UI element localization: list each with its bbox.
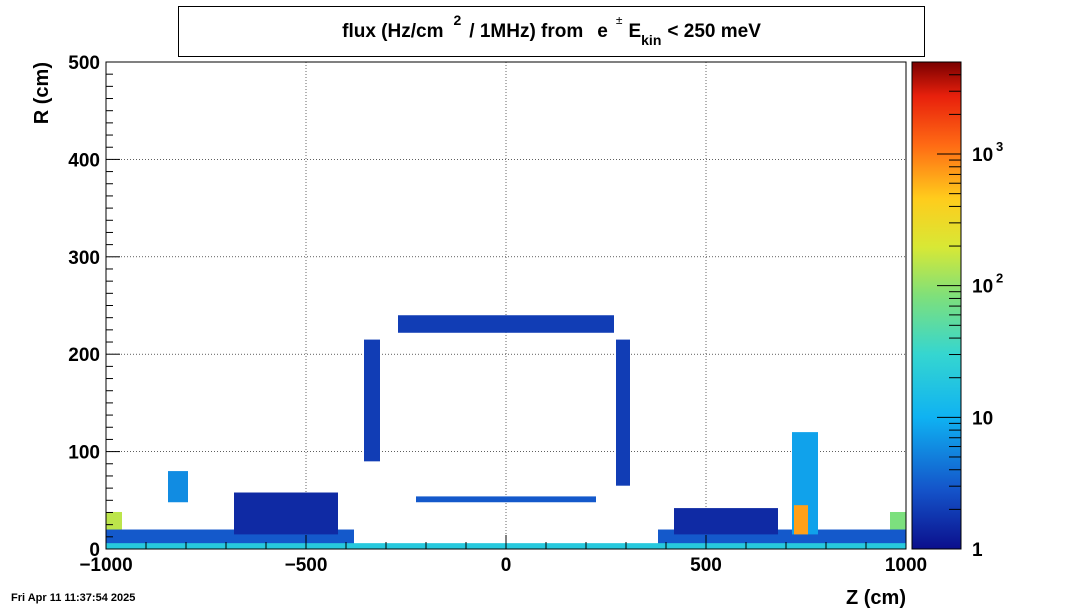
y-tick-label: 0 bbox=[89, 540, 100, 561]
title-variable-subscript: kin bbox=[641, 31, 662, 48]
heatmap-cell bbox=[364, 339, 380, 462]
title-cut: < 250 meV bbox=[667, 20, 761, 42]
y-axis-label: R (cm) bbox=[31, 62, 53, 124]
y-tick-label: 200 bbox=[68, 345, 100, 366]
x-tick-label: −1000 bbox=[79, 555, 132, 576]
x-axis-ticks: −1000 −500 0 500 1000 bbox=[79, 535, 927, 576]
colorbar-tick-label: 10 bbox=[972, 408, 993, 429]
heatmap-cells bbox=[106, 315, 906, 549]
x-axis-label: Z (cm) bbox=[846, 587, 906, 609]
chart-title-box: flux (Hz/cm 2 / 1MHz) from e ± E kin < 2… bbox=[178, 6, 925, 57]
title-text-1: flux (Hz/cm bbox=[342, 20, 444, 42]
y-axis-ticks: 0 100 200 300 400 500 bbox=[68, 53, 120, 561]
x-tick-label: 1000 bbox=[885, 555, 927, 576]
colorbar-tick-exponent: 2 bbox=[996, 271, 1003, 286]
heatmap-cell bbox=[234, 492, 338, 535]
x-tick-label: 500 bbox=[690, 555, 722, 576]
title-variable: E bbox=[628, 20, 642, 42]
x-tick-label: −500 bbox=[285, 555, 328, 576]
heatmap-cell bbox=[168, 471, 188, 503]
y-tick-label: 100 bbox=[68, 443, 100, 464]
heatmap-cell bbox=[616, 339, 630, 486]
colorbar-tick-exponent: 3 bbox=[996, 139, 1003, 154]
heatmap-cell bbox=[674, 508, 778, 535]
colorbar-tick-label: 10 bbox=[972, 145, 993, 166]
title-text-2: / 1MHz) from bbox=[469, 20, 584, 42]
colorbar bbox=[911, 61, 962, 550]
y-tick-label: 500 bbox=[68, 53, 100, 74]
title-particle-sign: ± bbox=[615, 12, 623, 27]
title-particle: e bbox=[597, 20, 608, 42]
heatmap-cell bbox=[416, 496, 596, 503]
timestamp: Fri Apr 11 11:37:54 2025 bbox=[11, 592, 136, 604]
title-superscript: 2 bbox=[453, 11, 462, 28]
colorbar-tick-label: 1 bbox=[972, 540, 983, 561]
y-tick-label: 300 bbox=[68, 248, 100, 269]
colorbar-tick-label: 10 bbox=[972, 277, 993, 298]
y-tick-label: 400 bbox=[68, 150, 100, 171]
grid-lines bbox=[106, 62, 906, 549]
heatmap-cell bbox=[794, 505, 808, 535]
x-tick-label: 0 bbox=[501, 555, 512, 576]
heatmap-cell bbox=[398, 315, 614, 333]
chart-title: flux (Hz/cm 2 / 1MHz) from e ± E kin < 2… bbox=[179, 7, 924, 56]
